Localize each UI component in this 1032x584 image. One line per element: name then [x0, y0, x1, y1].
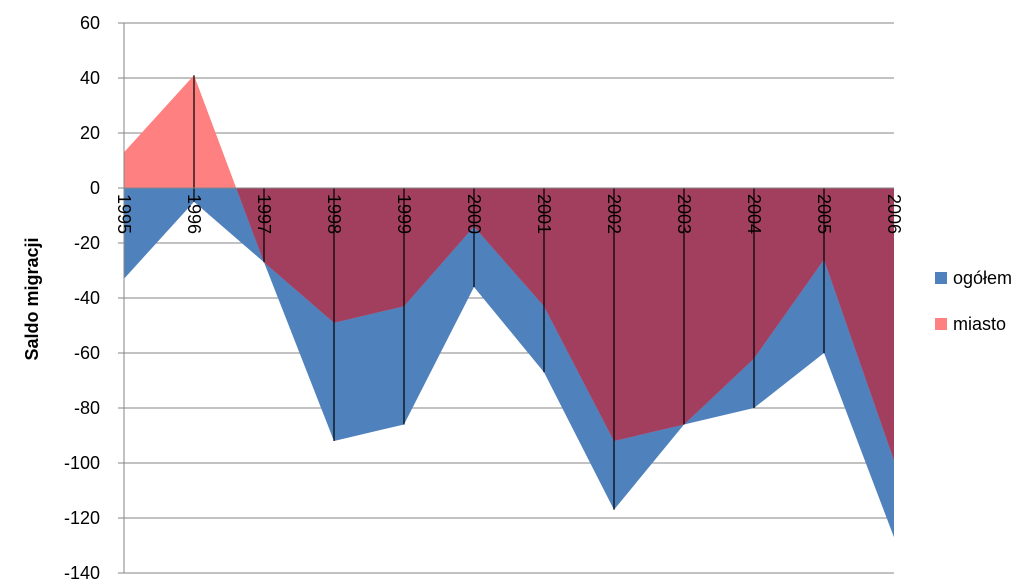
x-tick-label: 1995 — [114, 194, 134, 234]
y-tick-label: 20 — [80, 123, 100, 143]
y-tick-label: 40 — [80, 68, 100, 88]
plot-areas — [124, 75, 894, 538]
x-tick-label: 2005 — [814, 194, 834, 234]
x-tick-label: 1998 — [324, 194, 344, 234]
y-tick-labels: 60 40 20 0 -20 -40 -60 -80 -100 -120 -140 — [64, 13, 100, 583]
y-tick-label: -40 — [74, 288, 100, 308]
year-drop-lines — [193, 75, 825, 510]
y-axis-title: Saldo migracji — [22, 237, 42, 360]
x-tick-labels: 1995 1996 1997 1998 1999 2000 2001 2002 2003 2004… — [114, 194, 904, 234]
y-tick-label: -140 — [64, 563, 100, 583]
legend-label-miasto: miasto — [953, 314, 1006, 334]
y-tick-label: -120 — [64, 508, 100, 528]
legend-swatch-miasto — [935, 318, 947, 330]
y-tick-label: 60 — [80, 13, 100, 33]
series-area-overlap — [124, 188, 894, 461]
y-tick-label: -20 — [74, 233, 100, 253]
x-tick-label: 1996 — [184, 194, 204, 234]
y-tick-label: -80 — [74, 398, 100, 418]
x-tick-label: 2000 — [464, 194, 484, 234]
legend-swatch-ogolem — [935, 272, 947, 284]
y-tick-label: 0 — [90, 178, 100, 198]
x-tick-label: 2001 — [534, 194, 554, 234]
x-tick-label: 2004 — [744, 194, 764, 234]
axes — [118, 22, 894, 574]
x-tick-label: 1997 — [254, 194, 274, 234]
x-tick-label: 2003 — [674, 194, 694, 234]
y-tick-label: -60 — [74, 343, 100, 363]
legend: ogółem miasto — [935, 268, 1012, 334]
legend-label-ogolem: ogółem — [953, 268, 1012, 288]
x-tick-label: 2002 — [604, 194, 624, 234]
x-tick-label: 1999 — [394, 194, 414, 234]
y-tick-label: -100 — [64, 453, 100, 473]
x-tick-label: 2006 — [884, 194, 904, 234]
